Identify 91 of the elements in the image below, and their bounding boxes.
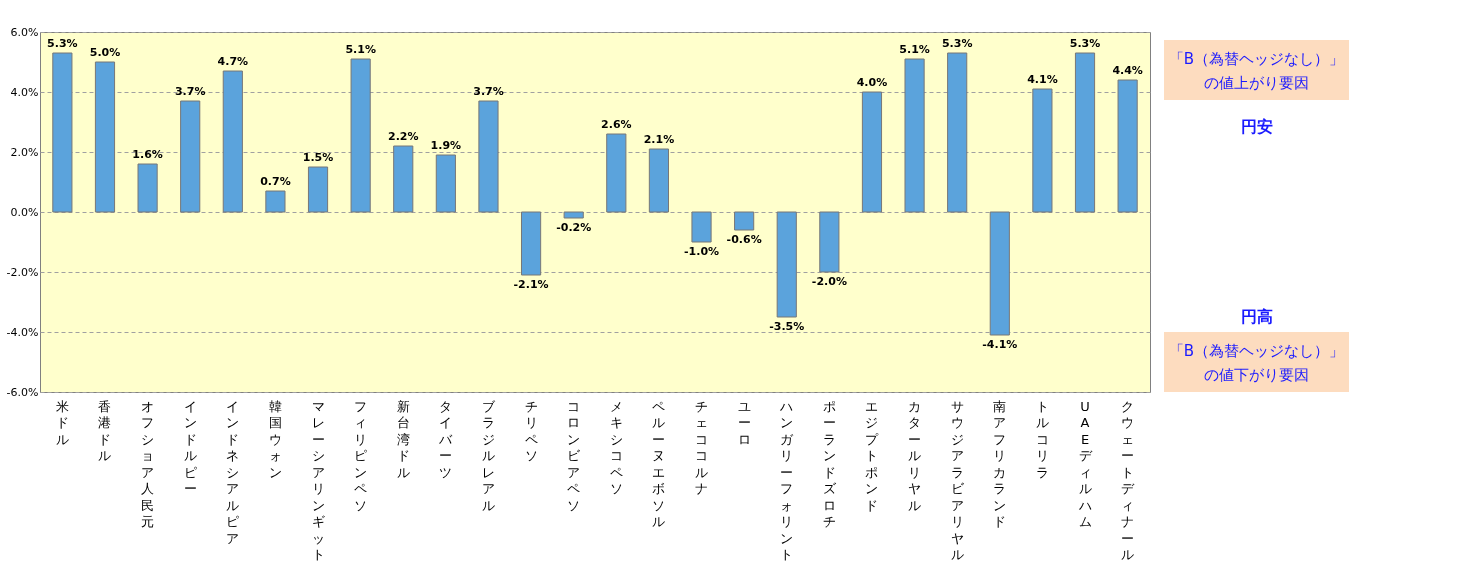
x-tick-label: ポーランドズロチ [822, 398, 837, 529]
bar [435, 154, 456, 213]
y-tick-label: -6.0% [6, 385, 39, 399]
data-label: -2.0% [811, 275, 847, 288]
bar [137, 163, 158, 213]
bar [521, 211, 542, 276]
data-label: 4.7% [217, 55, 249, 68]
bar [222, 70, 243, 213]
bar [819, 211, 840, 273]
bar [1074, 52, 1096, 213]
bar [94, 61, 116, 213]
x-tick-label: ペルーヌエボソル [652, 398, 666, 529]
x-tick-label: メキシコペソ [609, 398, 623, 496]
bar [648, 148, 669, 213]
x-tick-label: ブラジルレアル [481, 398, 496, 513]
y-tick-label: -2.0% [6, 265, 39, 279]
bar [478, 100, 499, 213]
bar [1117, 79, 1138, 213]
category-label: クウェートディナール [1121, 398, 1135, 562]
category-label: マレーシアリンギット [311, 398, 325, 562]
x-tick-label: エジプトポンド [865, 398, 880, 513]
x-tick-label: タイバーツ [438, 398, 454, 480]
bar [393, 145, 414, 213]
text: 円安 [1240, 117, 1273, 136]
bar [307, 166, 329, 213]
x-tick-label: UAEディルハム [1077, 398, 1093, 529]
bar [904, 58, 925, 213]
bar [691, 211, 712, 243]
data-label: 5.0% [89, 46, 121, 59]
bar [776, 211, 797, 318]
data-label: -0.6% [726, 233, 762, 246]
data-label: 4.0% [856, 76, 888, 89]
x-tick-label: インドルピー [183, 398, 197, 496]
x-tick-label: チェココルナ [695, 398, 709, 496]
data-label: 0.7% [260, 175, 291, 188]
text: 「B（為替ヘッジなし）」 [1168, 342, 1345, 360]
bar [52, 52, 73, 213]
y-tick-label: 6.0% [10, 25, 39, 39]
data-label: 3.7% [174, 85, 206, 98]
bar [265, 190, 286, 213]
x-tick-label: カタールリヤル [908, 398, 922, 513]
data-label: -3.5% [769, 320, 805, 333]
data-label: -1.0% [683, 245, 720, 258]
data-label: -2.1% [513, 278, 549, 291]
data-label: -4.1% [982, 338, 1018, 351]
x-tick-label: 米ドル [55, 398, 69, 447]
text: 円高 [1240, 307, 1273, 326]
data-label: 1.6% [132, 148, 163, 161]
y-tick-label: 4.0% [10, 85, 39, 99]
bar [180, 100, 201, 213]
y-tick-label: 2.0% [10, 145, 39, 159]
data-label: 5.3% [941, 37, 973, 50]
category-label: サウジアラビアリヤル [950, 398, 964, 562]
bar [989, 211, 1010, 336]
category-label: ハンガリーフォリント [780, 398, 794, 562]
x-tick-label: チリペソ [524, 398, 538, 463]
x-tick-label: 南アフリカランド [993, 398, 1007, 529]
x-tick-label: コロンビアペソ [567, 398, 582, 513]
bar [606, 133, 627, 213]
category-label: インドネシアルピア [226, 398, 240, 546]
data-label: -0.2% [556, 221, 592, 234]
x-tick-label: 香港ドル [98, 398, 112, 463]
bar [734, 211, 755, 231]
data-label: 5.3% [47, 37, 78, 50]
text: の値下がり要因 [1204, 366, 1309, 384]
x-tick-label: トルコリラ [1035, 398, 1049, 480]
x-tick-label: フィリピンペソ [354, 398, 368, 513]
x-tick-label: オフショア人民元 [141, 398, 155, 529]
y-tick-label: -4.0% [6, 325, 39, 339]
bar [947, 52, 968, 213]
bar [350, 58, 371, 213]
data-label: 2.2% [388, 130, 419, 143]
data-label: 4.1% [1027, 73, 1058, 86]
x-tick-label: 韓国ウォン [268, 398, 282, 480]
x-tick-label: ユーロ [737, 398, 751, 447]
x-tick-label: 新台湾ドル [396, 398, 410, 480]
data-label: 2.6% [601, 118, 632, 131]
data-label: 1.9% [430, 139, 462, 152]
data-label: 3.7% [473, 85, 504, 98]
data-label: 4.4% [1112, 64, 1143, 77]
data-label: 5.3% [1069, 37, 1101, 50]
text: 「B（為替ヘッジなし）」 [1168, 50, 1345, 68]
bar [563, 211, 584, 219]
data-label: 5.1% [899, 43, 930, 56]
text: の値上がり要因 [1204, 74, 1309, 92]
data-label: 2.1% [643, 133, 675, 146]
data-label: 1.5% [302, 151, 334, 164]
data-label: 5.1% [345, 43, 376, 56]
y-tick-label: 0.0% [10, 205, 39, 219]
bar [861, 91, 883, 213]
bar [1032, 88, 1053, 213]
